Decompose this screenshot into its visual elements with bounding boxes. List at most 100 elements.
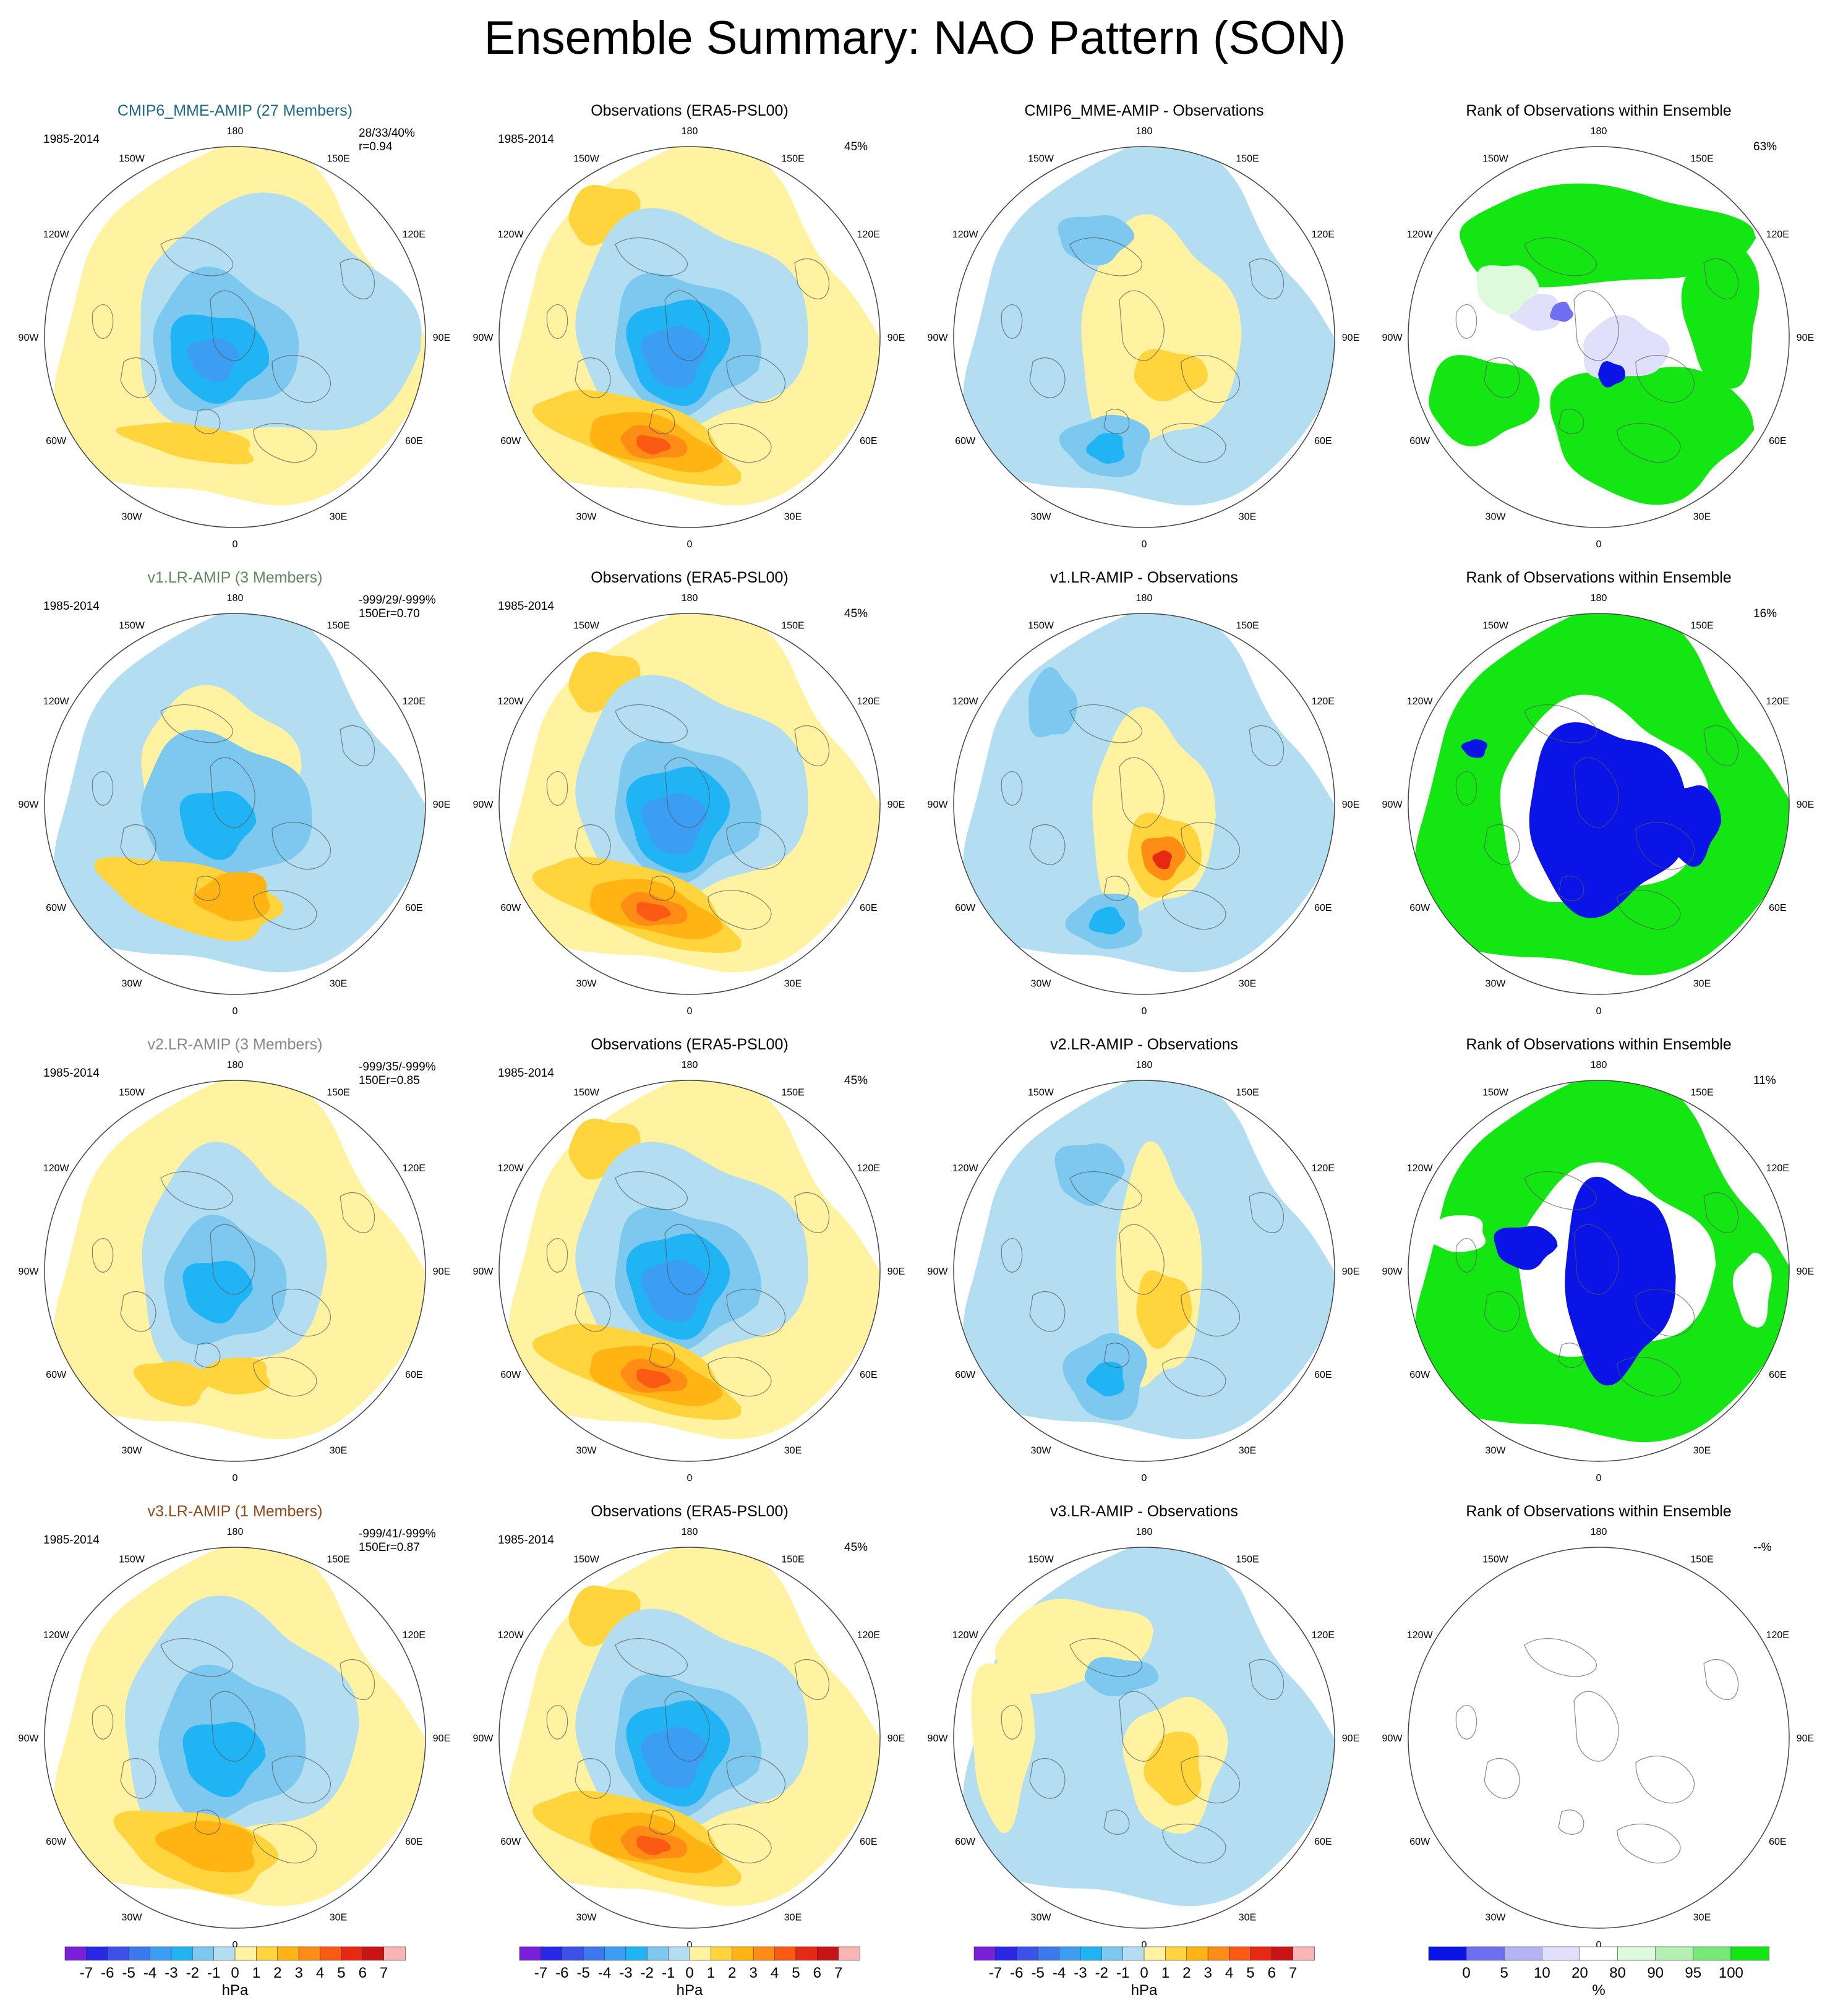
panel-title: CMIP6_MME-AMIP - Observations [1024, 102, 1264, 119]
stats-label: -999/41/-999% [359, 1527, 436, 1540]
colorbar-tick-label: 2 [273, 1965, 281, 1981]
coastline [1573, 1691, 1619, 1762]
colorbar-tick-label: -1 [207, 1965, 220, 1981]
diff-contour [1144, 1732, 1202, 1806]
lon-label: 120W [1407, 229, 1434, 240]
coastline [1573, 290, 1619, 361]
lon-label: 90E [433, 800, 450, 810]
lon-label: 180 [1591, 1060, 1607, 1070]
pct-label: 45% [844, 607, 868, 620]
coastline [160, 1638, 233, 1677]
colorbar-tick-label: 5 [792, 1965, 800, 1981]
colorbar-tick-label: -2 [1095, 1965, 1108, 1981]
lon-label: 90W [473, 1266, 494, 1277]
lon-label: 120W [43, 1630, 70, 1641]
coastline [1455, 304, 1477, 339]
diff-contour [1054, 1143, 1125, 1207]
lon-label: 150E [327, 621, 349, 631]
lon-label: 0 [1142, 1473, 1147, 1484]
panel-title: v3.LR-AMIP (1 Members) [147, 1503, 323, 1520]
coastline [210, 757, 255, 828]
lon-label: 120E [1766, 696, 1789, 707]
lon-label: 60W [500, 436, 521, 446]
colorbar-tick-label: 100 [1719, 1965, 1743, 1981]
coastline [120, 357, 156, 398]
map-panel-r3-c2: 180 150E 120E 90E 60E 30E 0 30W 60W 90W 120W 150W [473, 1060, 905, 1484]
coastline [726, 1756, 786, 1804]
coastline [649, 409, 675, 434]
map-boundary [44, 1547, 426, 1929]
map-boundary [953, 1080, 1335, 1462]
colorbar-tick-label: 3 [294, 1965, 302, 1981]
lon-label: 30E [784, 1912, 802, 1923]
lon-label: 180 [1136, 593, 1153, 604]
coastline [649, 1343, 675, 1368]
rank-contour [1681, 239, 1759, 389]
lon-label: 0 [233, 1473, 238, 1484]
obs-contour [636, 1835, 671, 1855]
lon-label: 0 [233, 1940, 238, 1950]
lon-label: 60E [860, 1370, 877, 1380]
colorbar-tick-label: -3 [619, 1965, 632, 1981]
lon-label: 150W [1482, 621, 1509, 631]
lon-label: 60E [1769, 1370, 1786, 1380]
coastline [1703, 1192, 1739, 1233]
lon-label: 120E [403, 229, 425, 240]
obs-contour [641, 1727, 707, 1789]
coastline [253, 890, 317, 930]
lon-label: 150W [573, 1088, 600, 1098]
lon-label: 120W [1407, 696, 1434, 707]
lon-label: 90E [1342, 800, 1359, 810]
coastline [1181, 1289, 1241, 1337]
map-boundary [953, 1547, 1335, 1929]
coastline [1069, 237, 1142, 276]
coastline [1455, 1705, 1477, 1740]
lon-label: 150W [1482, 154, 1509, 164]
coastline [726, 355, 786, 403]
lon-label: 60W [500, 903, 521, 913]
map-panel-r1-c1: 180 150E 120E 90E 60E 30E 0 30W 60W 90W 120W 150W [19, 126, 451, 550]
lon-label: 120E [1312, 1163, 1335, 1174]
obs-contour [641, 326, 707, 388]
lon-label: 150W [119, 1555, 145, 1565]
colorbar-unit: hPa [677, 1982, 703, 1999]
lon-label: 120E [403, 1163, 425, 1174]
lon-label: 120W [43, 696, 70, 707]
lon-label: 30E [1239, 1445, 1256, 1456]
map-panel-r3-c4: 180 150E 120E 90E 60E 30E 0 30W 60W 90W 120W 150W [1382, 1060, 1815, 1484]
lon-label: 30W [1031, 511, 1052, 522]
lon-label: 150E [781, 621, 804, 631]
lon-label: 150W [1028, 154, 1054, 164]
diff-contour [1086, 433, 1125, 464]
lon-label: 60E [1314, 1370, 1332, 1380]
colorbar-tick-label: -7 [989, 1965, 1002, 1981]
rank-contour [1732, 1252, 1772, 1328]
coastline [194, 409, 221, 434]
colorbar-tick-label: 1 [1161, 1965, 1169, 1981]
lon-label: 30E [1693, 978, 1711, 989]
model-contour [133, 1361, 211, 1407]
lon-label: 0 [1142, 1940, 1147, 1950]
lon-label: 60W [1409, 1370, 1430, 1380]
lon-label: 180 [1591, 1527, 1607, 1537]
coastline [253, 1357, 317, 1397]
lon-label: 0 [1596, 1940, 1602, 1950]
colorbar-tick-label: 0 [231, 1965, 239, 1981]
lon-label: 150E [327, 154, 349, 164]
lon-label: 30E [784, 978, 802, 989]
lon-label: 180 [227, 126, 244, 137]
coastline [1455, 771, 1477, 806]
coastline [1103, 1809, 1130, 1835]
coastline [575, 357, 611, 398]
lon-label: 30W [122, 978, 143, 989]
panel-title: v1.LR-AMIP - Observations [1050, 569, 1238, 586]
lon-label: 30W [1031, 1912, 1052, 1923]
coastline [726, 822, 786, 870]
lon-label: 60W [46, 903, 67, 913]
pct-label: 45% [844, 1541, 868, 1554]
lon-label: 150E [1690, 154, 1713, 164]
panel-title: Rank of Observations within Ensemble [1466, 569, 1732, 586]
coastline [120, 1291, 156, 1332]
map-boundary [498, 613, 881, 995]
coastline [649, 876, 675, 901]
